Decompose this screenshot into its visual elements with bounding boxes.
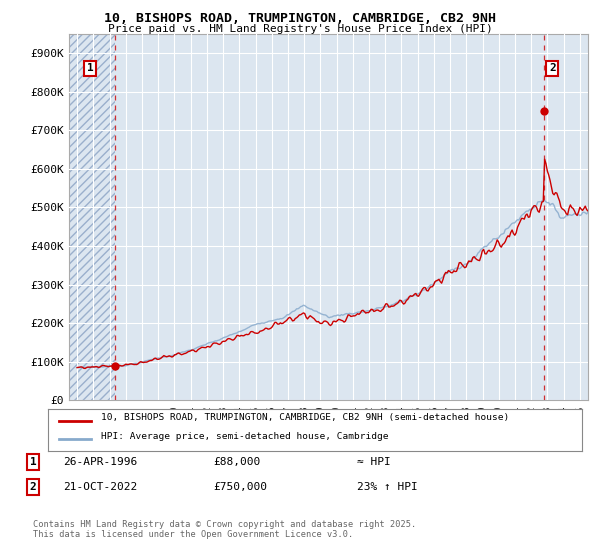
Text: 2: 2 [29,482,37,492]
Text: 26-APR-1996: 26-APR-1996 [63,457,137,467]
Text: ≈ HPI: ≈ HPI [357,457,391,467]
Text: 21-OCT-2022: 21-OCT-2022 [63,482,137,492]
Text: 1: 1 [87,63,94,73]
Text: Price paid vs. HM Land Registry's House Price Index (HPI): Price paid vs. HM Land Registry's House … [107,24,493,34]
Text: 2: 2 [549,63,556,73]
Text: £750,000: £750,000 [213,482,267,492]
Text: Contains HM Land Registry data © Crown copyright and database right 2025.
This d: Contains HM Land Registry data © Crown c… [33,520,416,539]
Text: 23% ↑ HPI: 23% ↑ HPI [357,482,418,492]
Text: HPI: Average price, semi-detached house, Cambridge: HPI: Average price, semi-detached house,… [101,432,389,441]
Text: 10, BISHOPS ROAD, TRUMPINGTON, CAMBRIDGE, CB2 9NH: 10, BISHOPS ROAD, TRUMPINGTON, CAMBRIDGE… [104,12,496,25]
Text: 1: 1 [29,457,37,467]
Bar [69,34,115,400]
Text: £88,000: £88,000 [213,457,260,467]
Text: 10, BISHOPS ROAD, TRUMPINGTON, CAMBRIDGE, CB2 9NH (semi-detached house): 10, BISHOPS ROAD, TRUMPINGTON, CAMBRIDGE… [101,413,509,422]
